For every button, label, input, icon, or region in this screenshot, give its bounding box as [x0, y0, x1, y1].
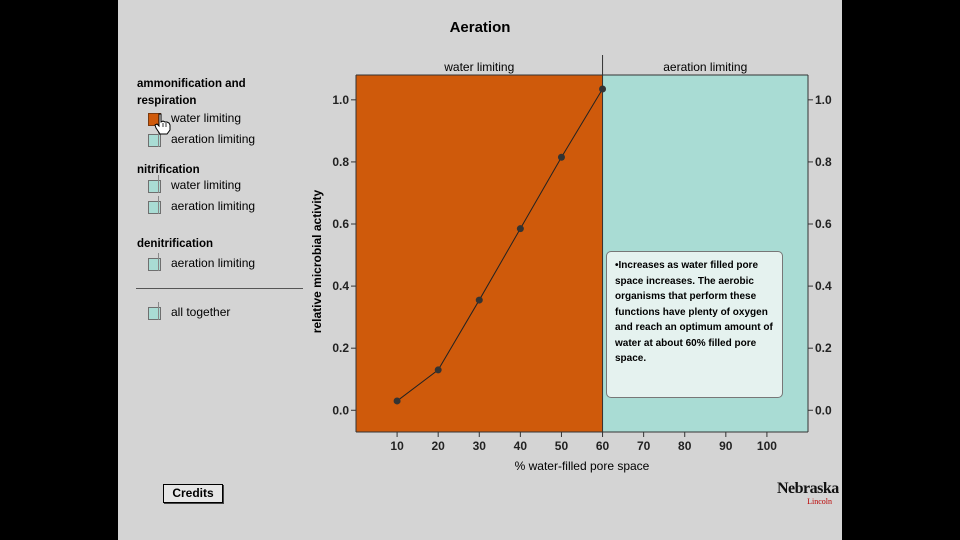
chart-series — [393, 85, 607, 405]
y-tick-label-right: 0.2 — [815, 341, 832, 355]
checkbox[interactable] — [148, 307, 161, 320]
checkbox-tick — [158, 196, 159, 214]
toggle-label: all together — [171, 305, 231, 319]
toggle-label: water limiting — [171, 178, 242, 192]
chart-region-labels: water limiting aeration limiting — [443, 60, 747, 74]
logo-campus: Lincoln — [807, 497, 832, 506]
checkbox[interactable] — [148, 201, 161, 214]
y-tick-label-left: 1.0 — [332, 93, 349, 107]
region-label: water limiting — [443, 60, 514, 74]
x-tick-label: 20 — [432, 439, 446, 453]
toggle-label: water limiting — [171, 111, 242, 125]
toggle-label: aeration limiting — [171, 256, 256, 270]
checkbox-tick — [158, 175, 159, 193]
info-text: •Increases as water filled pore space in… — [615, 260, 773, 364]
section-title-line: ammonification and — [137, 78, 246, 90]
x-tick-label: 90 — [719, 439, 733, 453]
hand-pointer-icon — [154, 113, 171, 135]
y-tick-label-left: 0.6 — [332, 217, 349, 231]
y-tick-label-right: 0.4 — [815, 279, 832, 293]
data-point — [599, 85, 607, 93]
y-tick-label-left: 0.2 — [332, 341, 349, 355]
y-tick-label-right: 0.0 — [815, 403, 832, 417]
app-stage: Aeration ammonification and respiration … — [118, 0, 842, 540]
x-tick-label: 70 — [637, 439, 651, 453]
chart-axes: 0.0 0.0 0.2 0.2 0.4 0.4 0.6 0.6 0.8 0.8 1.0 1.0 10 20… — [310, 55, 832, 473]
checkbox[interactable] — [148, 180, 161, 193]
y-tick-label-right: 0.6 — [815, 217, 832, 231]
toggle-label: aeration limiting — [171, 199, 256, 213]
data-point — [516, 225, 524, 233]
section-title-line: respiration — [137, 95, 197, 107]
x-tick-label: 60 — [596, 439, 610, 453]
checkbox[interactable] — [148, 134, 161, 147]
x-tick-label: 80 — [678, 439, 692, 453]
checkbox-tick — [158, 129, 159, 147]
credits-button[interactable]: Credits — [163, 484, 223, 503]
data-point — [475, 296, 483, 304]
x-tick-label: 100 — [757, 439, 777, 453]
data-point — [393, 397, 401, 405]
checkbox-tick — [158, 302, 159, 320]
y-axis-label: relative microbial activity — [310, 189, 324, 333]
data-point — [434, 366, 442, 374]
toggle-label: aeration limiting — [171, 132, 256, 146]
y-tick-label-right: 0.8 — [815, 155, 832, 169]
section-title-ammonification: ammonification and respiration — [137, 76, 246, 110]
info-box: •Increases as water filled pore space in… — [606, 251, 783, 398]
section-title-denitrification: denitrification — [137, 236, 213, 253]
data-point — [557, 153, 565, 161]
university-logo: Nebraska Lincoln — [774, 480, 839, 510]
x-tick-label: 10 — [390, 439, 404, 453]
y-tick-label-left: 0.8 — [332, 155, 349, 169]
x-axis-label: % water-filled pore space — [515, 459, 650, 473]
y-tick-label-right: 1.0 — [815, 93, 832, 107]
section-title-line: denitrification — [137, 238, 214, 250]
checkbox-tick — [158, 253, 159, 271]
logo-name: Nebraska — [777, 480, 839, 497]
sidebar-divider — [136, 288, 303, 289]
x-tick-label: 30 — [473, 439, 487, 453]
series-line — [396, 88, 603, 402]
region-label: aeration limiting — [663, 60, 747, 74]
section-title-line: nitrification — [137, 164, 200, 176]
section-title-nitrification: nitrification — [137, 162, 200, 179]
x-tick-label: 50 — [555, 439, 569, 453]
page-title: Aeration — [449, 19, 511, 36]
y-tick-label-left: 0.4 — [332, 279, 349, 293]
y-tick-label-left: 0.0 — [332, 403, 349, 417]
region-band — [356, 75, 603, 432]
x-tick-label: 40 — [514, 439, 528, 453]
checkbox[interactable] — [148, 258, 161, 271]
